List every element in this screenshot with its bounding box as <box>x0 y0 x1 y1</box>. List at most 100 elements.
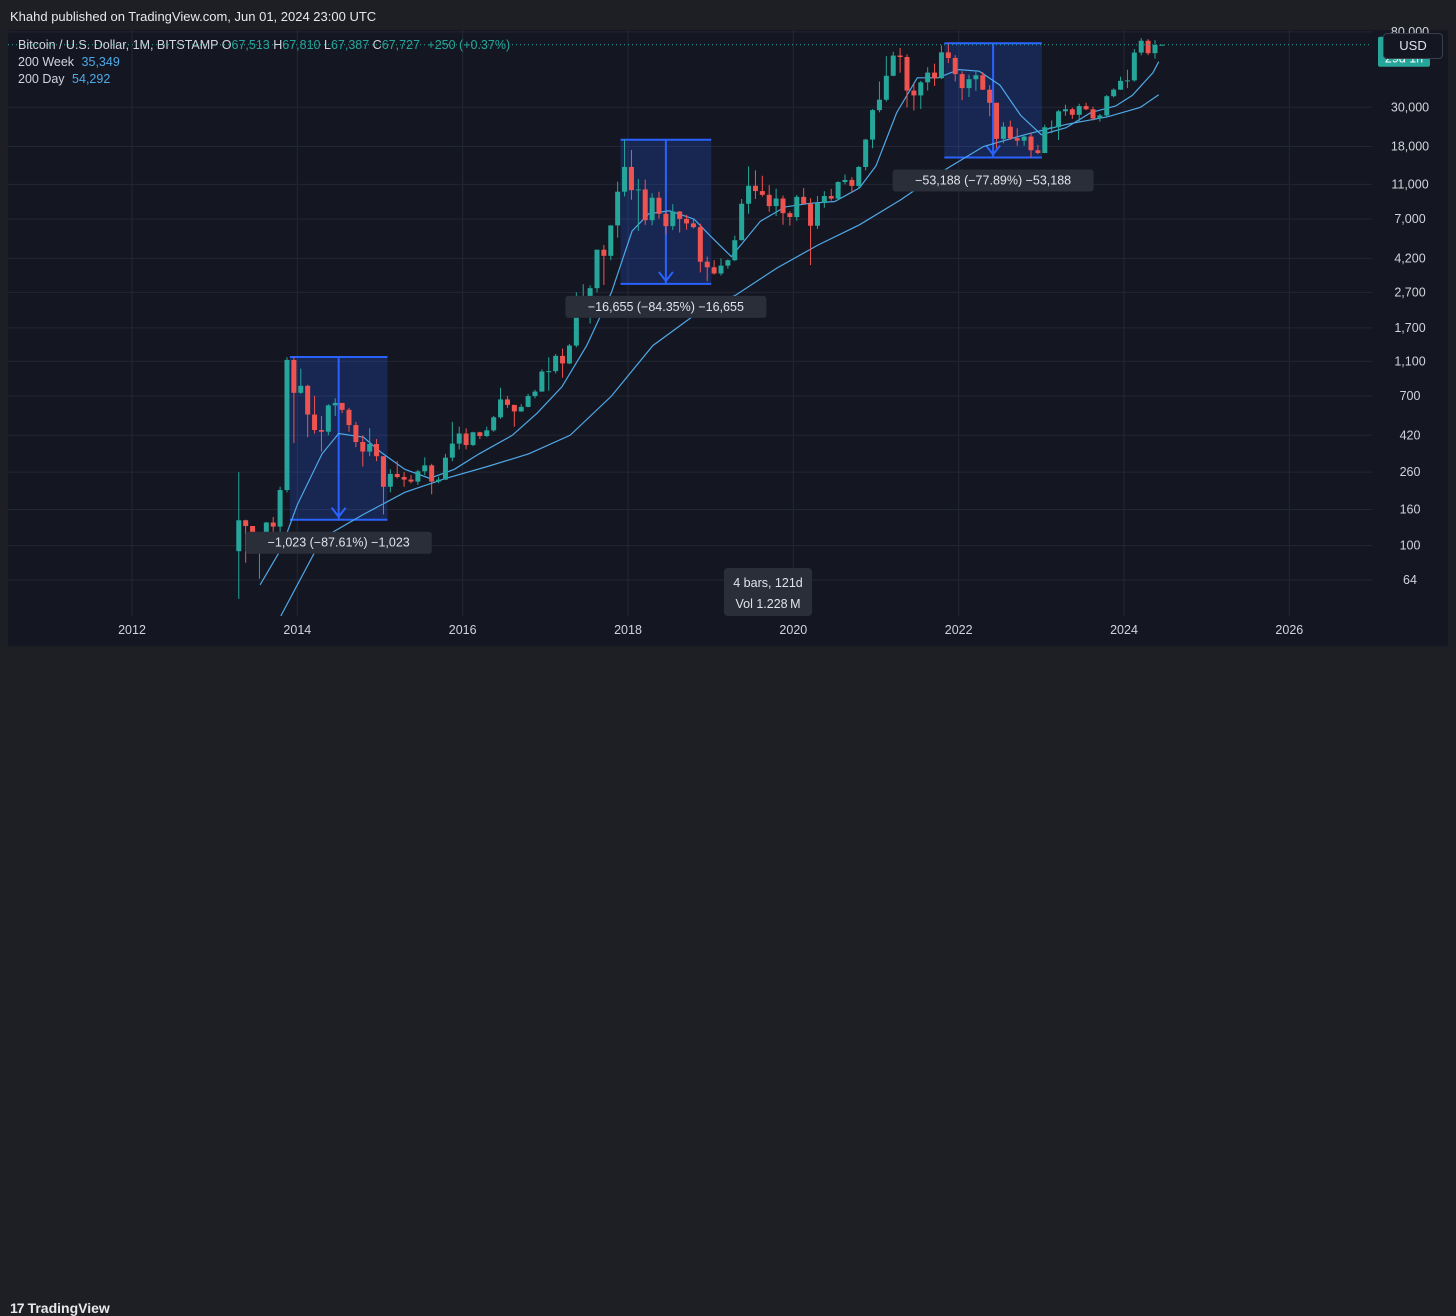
candle-body <box>890 55 896 76</box>
candle-body <box>821 196 827 204</box>
ma2-row[interactable]: 200 Day 54,292 <box>18 71 510 88</box>
high-label: H <box>273 38 283 52</box>
candle-body <box>236 520 242 552</box>
candle-body <box>1007 126 1013 139</box>
y-tick-label: 420 <box>1400 428 1421 442</box>
candle-body <box>270 522 276 527</box>
x-tick-label: 2016 <box>449 623 477 637</box>
candle-body <box>511 404 517 412</box>
y-tick-label: 64 <box>1403 573 1417 587</box>
ma1-row[interactable]: 200 Week 35,349 <box>18 54 510 71</box>
y-tick-label: 1,100 <box>1394 354 1425 368</box>
y-tick-label: 7,000 <box>1394 212 1425 226</box>
candle-body <box>628 166 634 191</box>
candle-body <box>284 359 290 491</box>
candle-body <box>325 405 331 432</box>
candle-body <box>856 167 862 186</box>
close-value: 67,727 <box>381 38 420 52</box>
candle-body <box>477 432 483 437</box>
candle-body <box>994 102 1000 139</box>
candle-body <box>463 433 469 446</box>
candle-body <box>1097 115 1103 119</box>
candle-body <box>622 166 628 192</box>
info-box-volume: Vol 1.228 M <box>735 597 800 611</box>
candle-body <box>560 355 566 364</box>
ma1-label: 200 Week <box>18 55 75 69</box>
y-tick-label: 4,200 <box>1394 251 1425 265</box>
measure-label: −1,023 (−87.61%) −1,023 <box>268 536 410 550</box>
grid-lines <box>8 30 1372 616</box>
candle-body <box>243 520 249 527</box>
candle-body <box>553 355 559 372</box>
candle-body <box>1028 136 1034 151</box>
candle-body <box>759 191 765 195</box>
y-tick-label: 160 <box>1400 502 1421 516</box>
price-chart[interactable]: −1,023 (−87.61%) −1,023 −16,655 (−84.35%)… <box>0 0 1456 680</box>
candle-body <box>498 399 504 418</box>
candle-body <box>1118 80 1124 90</box>
publish-header: Khahd published on TradingView.com, Jun … <box>0 0 1456 30</box>
candle-body <box>546 371 552 373</box>
candle-body <box>318 430 324 432</box>
candle-body <box>1131 52 1137 81</box>
candle-body <box>863 139 869 167</box>
candle-body <box>1062 109 1068 112</box>
candle-body <box>677 211 683 219</box>
high-value: 67,810 <box>282 38 321 52</box>
candle-body <box>532 391 538 397</box>
candle-body <box>828 196 834 199</box>
candle-body <box>752 185 758 192</box>
candle-body <box>346 409 352 426</box>
open-label: O <box>221 38 232 52</box>
candle-body <box>422 465 428 472</box>
candle-body <box>787 213 793 218</box>
candle-body <box>1069 109 1075 115</box>
low-label: L <box>323 38 331 52</box>
tradingview-logo-icon: 17 <box>10 1300 25 1316</box>
candle-body <box>746 185 752 204</box>
currency-button[interactable]: USD <box>1383 33 1443 59</box>
measurement-boxes <box>289 42 1042 521</box>
candle-body <box>1138 40 1144 53</box>
candle-body <box>635 189 641 191</box>
candle-body <box>436 479 442 482</box>
change-value: +250 (+0.37%) <box>427 38 511 52</box>
candle-body <box>291 359 297 393</box>
candle-body <box>415 471 421 482</box>
candle-body <box>663 213 669 227</box>
tradingview-logo[interactable]: 17 TradingView <box>10 1300 110 1316</box>
candle-body <box>725 260 731 266</box>
candle-body <box>339 402 345 410</box>
candle-body <box>429 465 435 482</box>
candle-body <box>849 179 855 186</box>
info-box <box>724 568 812 616</box>
candle-body <box>387 473 393 487</box>
candle-body <box>518 406 524 412</box>
measure-label-bg <box>245 531 432 554</box>
y-tick-label: 100 <box>1400 539 1421 553</box>
y-tick-label: 11,000 <box>1391 177 1428 191</box>
candle-body <box>704 261 710 268</box>
candle-body <box>959 74 965 89</box>
open-value: 67,513 <box>231 38 270 52</box>
candle-body <box>952 57 958 75</box>
ma2-value: 54,292 <box>72 72 111 86</box>
candle-body <box>883 75 889 100</box>
candle-body <box>1104 96 1110 116</box>
candle-body <box>539 371 545 392</box>
candle-body <box>1014 138 1020 141</box>
candle-body <box>491 417 497 431</box>
candle-body <box>642 189 648 221</box>
candle-body <box>1145 40 1151 54</box>
candle-body <box>566 345 572 364</box>
y-tick-label: 260 <box>1400 465 1421 479</box>
candle-body <box>1124 80 1130 82</box>
info-box-bars: 4 bars, 121d <box>733 576 803 590</box>
candle-body <box>594 249 600 289</box>
arrow-down-icon <box>330 507 347 519</box>
x-tick-label: 2014 <box>283 623 311 637</box>
x-tick-label: 2020 <box>779 623 807 637</box>
candle-body <box>298 385 304 393</box>
arrow-down-icon <box>658 271 674 283</box>
